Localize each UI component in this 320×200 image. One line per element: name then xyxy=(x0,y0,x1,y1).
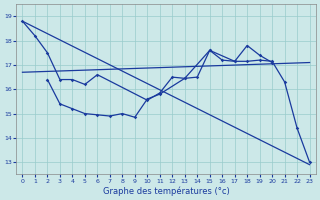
X-axis label: Graphe des températures (°c): Graphe des températures (°c) xyxy=(103,186,229,196)
